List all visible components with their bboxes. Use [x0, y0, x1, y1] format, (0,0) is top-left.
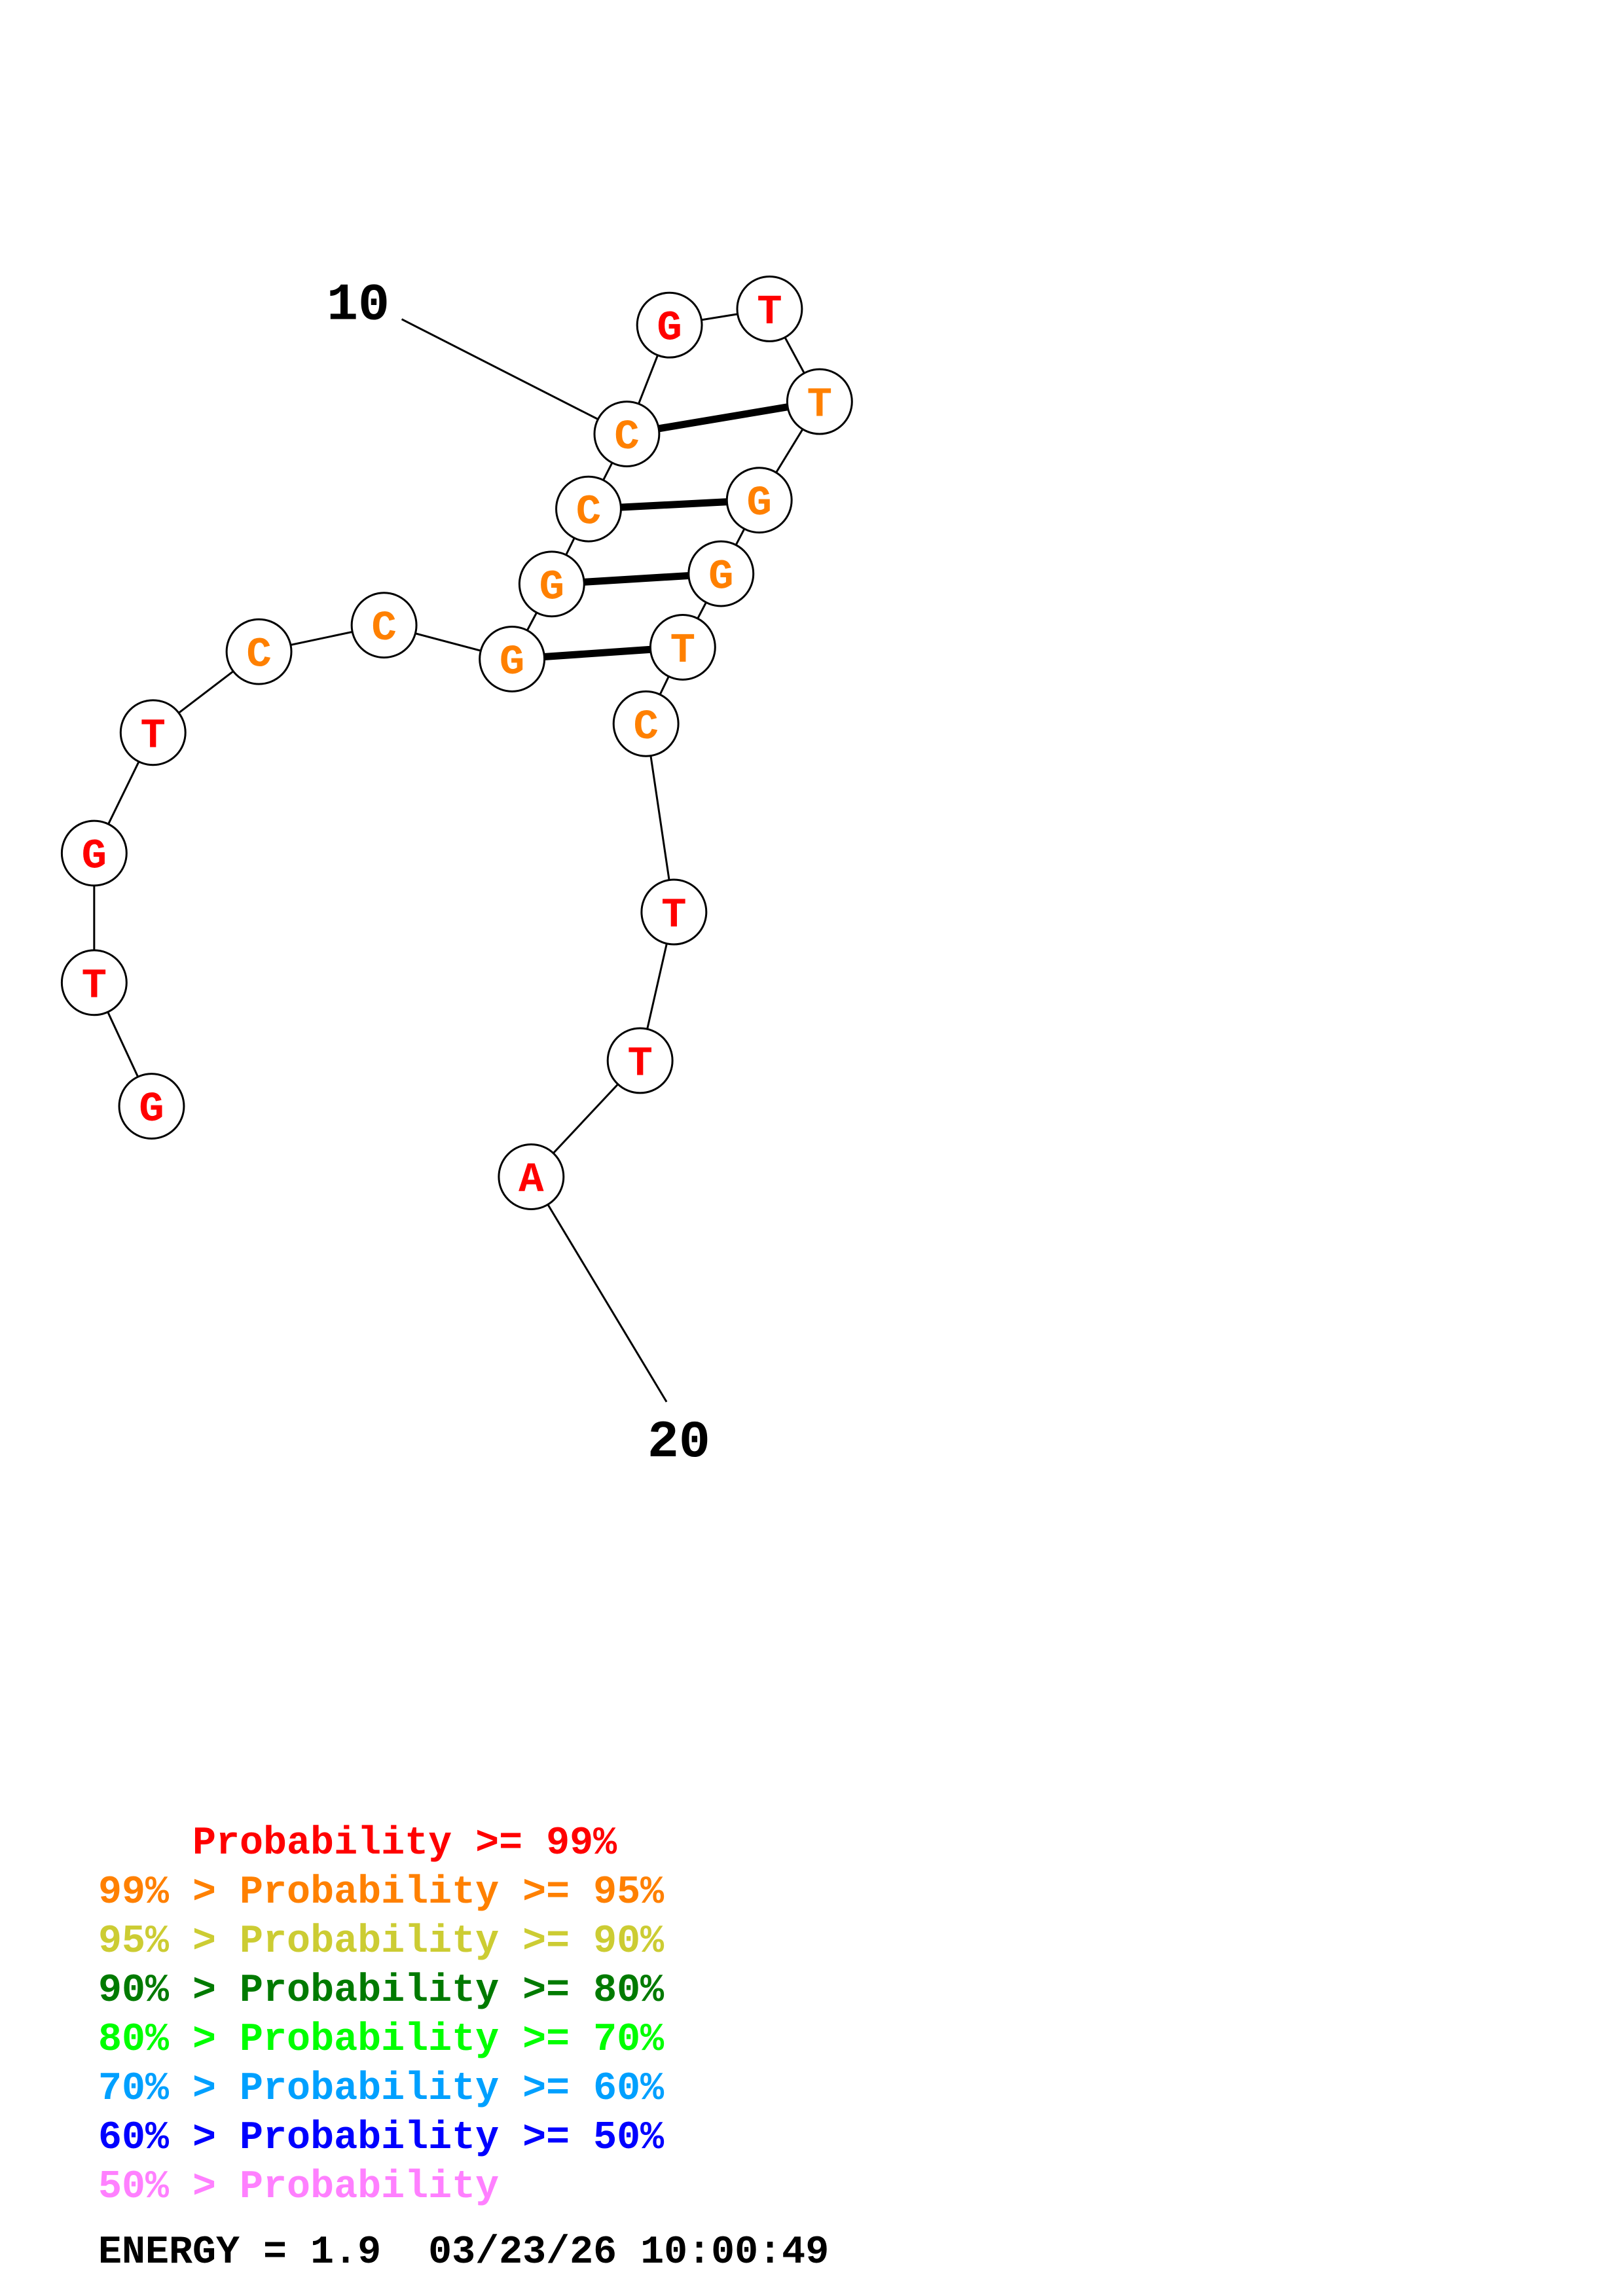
legend-label: Probability >= 70%	[240, 2018, 665, 2062]
nucleotide-9: C	[555, 475, 622, 543]
nucleotide-circle	[555, 475, 622, 543]
nucleotide-base: C	[633, 704, 658, 751]
position-leader-line	[401, 318, 628, 435]
nucleotide-base: G	[747, 480, 772, 528]
legend-prefix: 60% >	[98, 2116, 240, 2161]
legend-prefix: 80% >	[98, 2018, 240, 2062]
nucleotide-circle	[518, 550, 585, 618]
legend-row: 50% > Probability	[98, 2163, 664, 2212]
nucleotide-circle	[649, 613, 716, 681]
nucleotide-3: G	[60, 819, 128, 887]
legend-row: 99% > Probability >= 95%	[98, 1869, 664, 1918]
legend-row: Probability >= 99%	[98, 1820, 664, 1869]
legend-label: Probability >= 95%	[240, 1871, 665, 1915]
nucleotide-1: G	[118, 1073, 185, 1140]
nucleotide-18: T	[640, 878, 708, 946]
nucleotide-circle	[593, 401, 661, 467]
legend-row: 90% > Probability >= 80%	[98, 1967, 664, 2016]
nucleotide-7: G	[479, 625, 546, 692]
nucleotide-base: T	[807, 382, 832, 429]
nucleotide-10: C	[593, 401, 661, 467]
position-leader-line	[530, 1176, 668, 1403]
legend-label: Probability >= 50%	[240, 2116, 665, 2161]
nucleotide-15: G	[687, 540, 755, 607]
nucleotide-6: C	[350, 592, 418, 659]
nucleotide-circle	[636, 291, 703, 359]
nucleotide-circle	[225, 618, 293, 685]
legend-prefix: 99% >	[98, 1871, 240, 1915]
footer: ENERGY = 1.9 03/23/26 10:00:49	[98, 2231, 829, 2275]
nucleotide-circle	[786, 368, 853, 435]
nucleotide-circle	[725, 467, 793, 534]
nucleotide-17: C	[612, 690, 680, 757]
nucleotide-circle	[606, 1027, 674, 1094]
nucleotide-12: T	[736, 276, 803, 342]
nucleotide-base: C	[576, 490, 601, 537]
nucleotide-circle	[60, 949, 128, 1016]
nucleotide-19: T	[606, 1027, 674, 1094]
position-labels: 10 20	[327, 276, 710, 1473]
legend-prefix: 70% >	[98, 2067, 240, 2111]
nucleotide-14: G	[725, 467, 793, 534]
nucleotide-13: T	[786, 368, 853, 435]
nucleotide-circle	[118, 1073, 185, 1140]
nucleotide-circle	[350, 592, 418, 659]
nucleotide-16: T	[649, 613, 716, 681]
nucleotide-circle	[612, 690, 680, 757]
nucleotide-8: G	[518, 550, 585, 618]
legend-label: Probability >= 60%	[240, 2067, 665, 2111]
nucleotide-circle	[479, 625, 546, 692]
nucleotide-base: C	[371, 605, 396, 653]
legend-prefix: 90% >	[98, 1969, 240, 2013]
nucleotide-base: C	[246, 632, 271, 679]
nucleotide-base: T	[661, 892, 686, 939]
legend-label: Probability >= 80%	[240, 1969, 665, 2013]
nucleotide-11: G	[636, 291, 703, 359]
legend-label: Probability >= 99%	[192, 1821, 617, 1866]
nucleotide-base: G	[657, 306, 682, 353]
energy-value: ENERGY = 1.9	[98, 2231, 382, 2275]
nucleotide-base: C	[614, 414, 639, 461]
legend-row: 70% > Probability >= 60%	[98, 2065, 664, 2114]
nucleotide-base: G	[539, 564, 564, 611]
nucleotide-base: G	[500, 639, 524, 687]
nucleotide-20: A	[498, 1143, 565, 1210]
legend-row: 60% > Probability >= 50%	[98, 2114, 664, 2163]
nucleotide-2: T	[60, 949, 128, 1016]
nucleotide-circle	[60, 819, 128, 887]
legend-label: Probability	[240, 2165, 500, 2210]
nucleotide-circle	[640, 878, 708, 946]
legend-label: Probability >= 90%	[240, 1920, 665, 1964]
position-label-20: 20	[647, 1413, 710, 1473]
legend-row: 95% > Probability >= 90%	[98, 1918, 664, 1967]
legend-prefix: 95% >	[98, 1920, 240, 1964]
legend-prefix: 50% >	[98, 2165, 240, 2210]
nucleotide-base: T	[141, 713, 166, 760]
nucleotide-circle	[687, 540, 755, 607]
nucleotide-5: C	[225, 618, 293, 685]
nucleotide-circle	[736, 276, 803, 342]
nucleotide-base: T	[670, 628, 695, 675]
legend-prefix	[98, 1821, 192, 1866]
nucleotide-base: T	[82, 963, 107, 1010]
backbone-lines	[93, 308, 821, 1178]
nucleotide-base: G	[82, 834, 107, 881]
nucleotide-base: G	[708, 554, 733, 601]
timestamp: 03/23/26 10:00:49	[428, 2231, 830, 2275]
nucleotide-base: G	[139, 1086, 164, 1134]
nucleotide-base: T	[627, 1041, 652, 1088]
nucleotide-circle	[119, 699, 187, 766]
nucleotide-base: T	[757, 289, 782, 336]
position-label-10: 10	[327, 276, 390, 336]
nucleotide-base: A	[519, 1157, 544, 1204]
legend-row: 80% > Probability >= 70%	[98, 2016, 664, 2065]
nucleotide-4: T	[119, 699, 187, 766]
probability-legend: Probability >= 99% 99% > Probability >= 9…	[98, 1820, 664, 2212]
nucleotide-circle	[498, 1143, 565, 1210]
